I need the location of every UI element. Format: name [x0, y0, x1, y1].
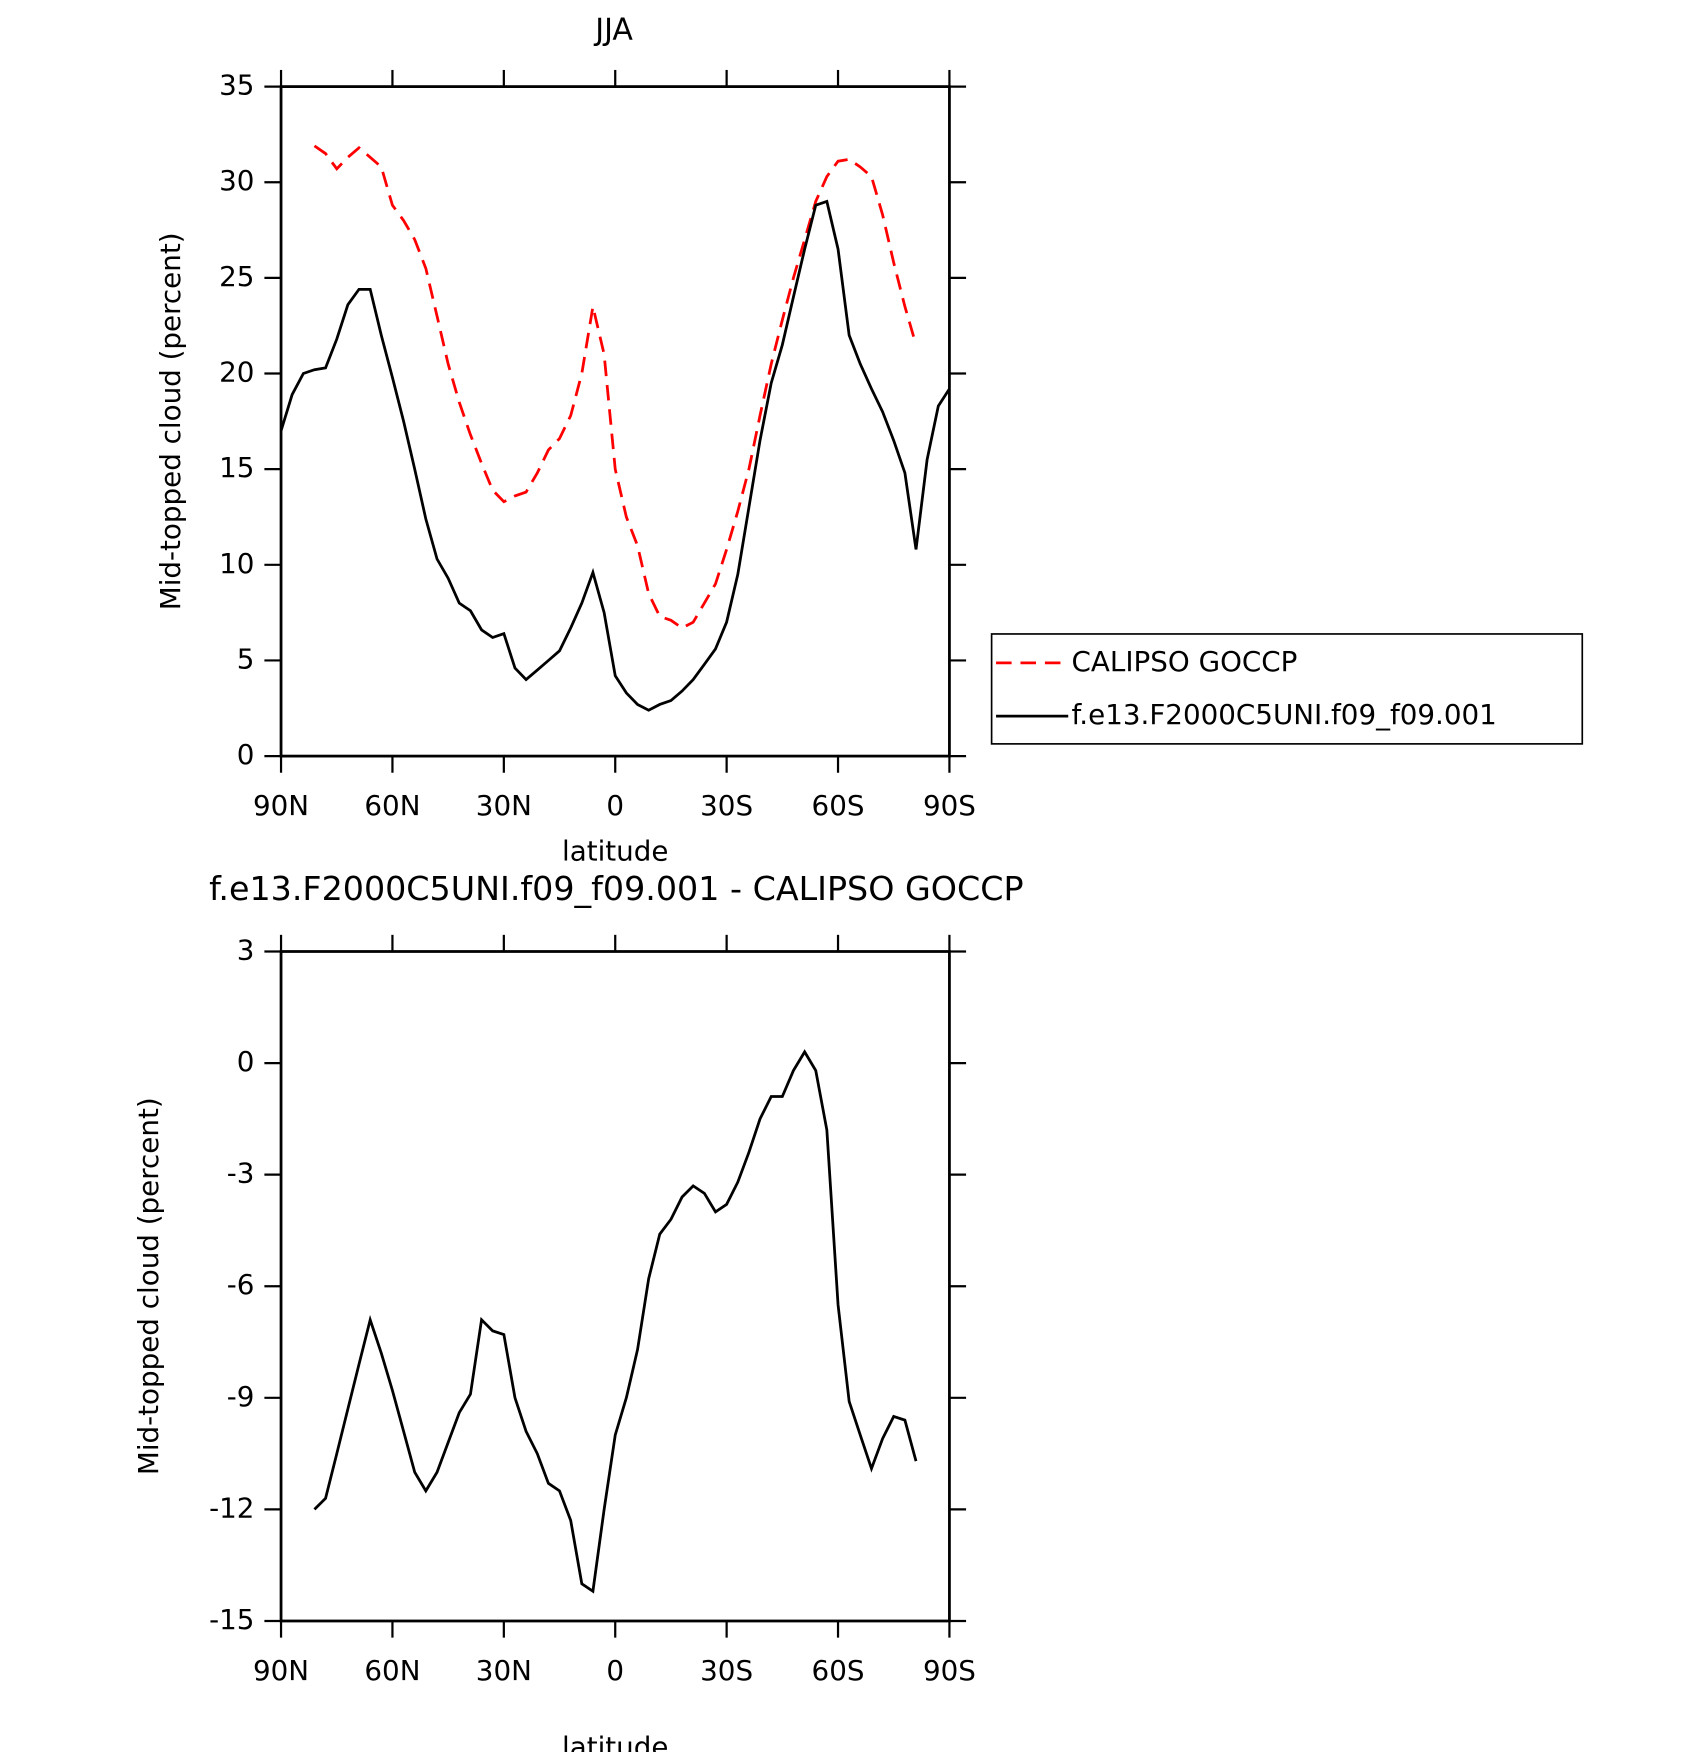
y-tick-label: 35 [219, 69, 254, 102]
x-axis-label: latitude [562, 1731, 668, 1752]
x-tick-label: 60S [812, 789, 865, 822]
x-tick-label: 90S [923, 789, 976, 822]
y-axis-label: Mid-topped cloud (percent) [154, 232, 187, 610]
y-tick-label: -12 [209, 1491, 254, 1524]
x-tick-label: 60S [812, 1654, 865, 1687]
x-axis-label: latitude [562, 835, 668, 868]
legend-box [990, 633, 1584, 745]
legend-label: CALIPSO GOCCP [1072, 645, 1298, 678]
y-tick-label: 20 [219, 356, 254, 389]
x-tick-label: 30S [700, 1654, 753, 1687]
x-tick-label: 0 [606, 1654, 624, 1687]
y-tick-label: 5 [237, 642, 255, 675]
y-tick-label: -6 [227, 1268, 255, 1301]
y-tick-label: 15 [219, 451, 254, 484]
y-tick-label: -3 [227, 1157, 255, 1190]
data-line [313, 144, 918, 630]
y-axis-label: Mid-topped cloud (percent) [132, 1097, 165, 1475]
x-tick-label: 90S [923, 1654, 976, 1687]
x-tick-label: 0 [606, 789, 624, 822]
y-tick-label: 0 [237, 1045, 255, 1078]
y-tick-label: 3 [237, 933, 255, 966]
y-tick-label: -9 [227, 1380, 255, 1413]
x-tick-label: 30N [476, 789, 532, 822]
legend-label: f.e13.F2000C5UNI.f09_f09.001 [1072, 698, 1497, 731]
y-tick-label: 30 [219, 164, 254, 197]
x-tick-label: 90N [253, 789, 309, 822]
plot-frame [279, 85, 951, 758]
y-tick-label: 25 [219, 260, 254, 293]
chart-title: f.e13.F2000C5UNI.f09_f09.001 - CALIPSO G… [209, 869, 1023, 908]
y-tick-label: -15 [209, 1603, 254, 1636]
data-line [313, 1049, 918, 1594]
x-tick-label: 60N [364, 1654, 420, 1687]
data-line [279, 199, 951, 712]
y-tick-label: 10 [219, 547, 254, 580]
plot-frame [279, 950, 951, 1623]
x-tick-label: 30S [700, 789, 753, 822]
x-tick-label: 90N [253, 1654, 309, 1687]
x-tick-label: 60N [364, 789, 420, 822]
chart-title: JJA [593, 13, 633, 48]
y-tick-label: 0 [237, 738, 255, 771]
x-tick-label: 30N [476, 1654, 532, 1687]
